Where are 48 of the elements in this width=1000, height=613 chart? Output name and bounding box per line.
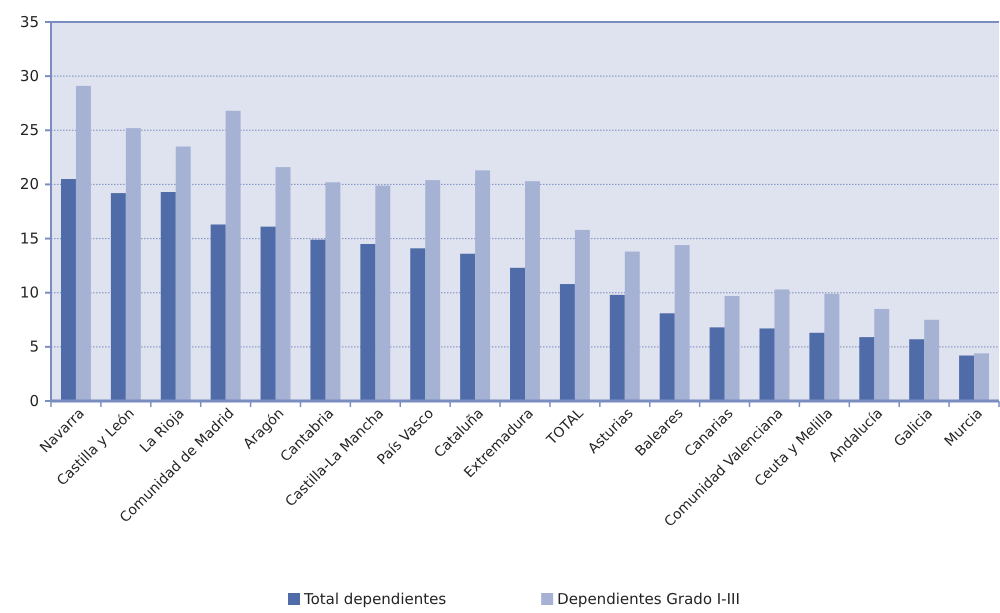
bar <box>210 224 226 401</box>
y-tick-label: 30 <box>20 66 39 85</box>
bar <box>724 296 740 401</box>
bar <box>126 128 141 401</box>
bar <box>226 110 241 401</box>
legend-label: Total dependientes <box>303 590 446 608</box>
y-tick-label: 5 <box>29 338 39 356</box>
y-tick-label: 20 <box>20 175 39 194</box>
bar <box>76 86 91 401</box>
bar <box>824 294 840 401</box>
bar <box>425 180 440 401</box>
bar <box>624 252 640 401</box>
bar <box>60 179 76 401</box>
bar <box>574 230 590 401</box>
bar <box>375 186 390 401</box>
bar <box>510 268 525 401</box>
legend-label: Dependientes Grado I-III <box>557 590 740 608</box>
y-tick-label: 25 <box>20 121 39 140</box>
bar <box>360 244 376 401</box>
y-tick-label: 0 <box>29 392 39 410</box>
bar <box>924 320 940 401</box>
bar <box>160 192 176 401</box>
bar <box>710 327 725 401</box>
y-tick-label: 15 <box>20 229 39 248</box>
bar <box>310 240 326 401</box>
bar <box>560 284 575 401</box>
bar <box>325 182 340 401</box>
bar <box>260 226 276 401</box>
bar <box>610 294 625 401</box>
bar <box>760 328 774 401</box>
bar <box>475 170 490 401</box>
bar <box>959 356 974 401</box>
bar <box>525 181 540 401</box>
y-tick-label: 10 <box>20 284 39 302</box>
bar <box>674 245 690 401</box>
bar <box>874 308 890 401</box>
bar <box>110 193 126 401</box>
bar <box>809 332 824 401</box>
bar <box>859 337 874 401</box>
bar <box>276 167 290 401</box>
bar <box>774 289 790 401</box>
bar <box>176 146 191 401</box>
y-tick-label: 35 <box>20 12 39 31</box>
bar <box>410 248 426 401</box>
bar <box>909 339 924 401</box>
bar <box>660 313 675 401</box>
bar <box>460 254 476 401</box>
bar <box>974 353 990 401</box>
